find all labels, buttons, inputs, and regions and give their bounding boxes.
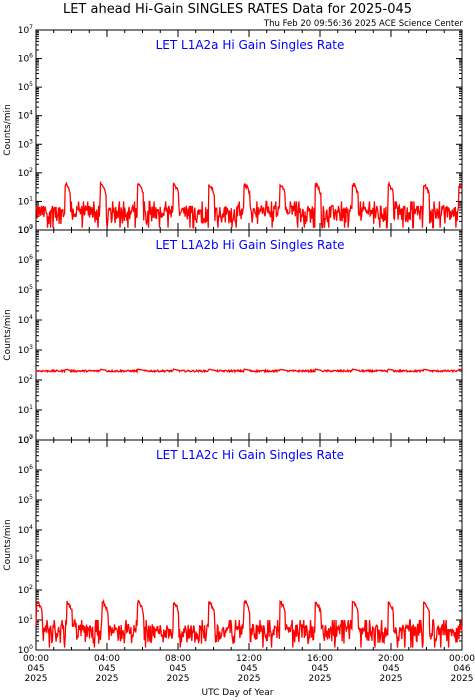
y-tick-label: 101: [18, 614, 33, 626]
x-tick-label: 12:00: [236, 654, 262, 664]
y-tick-label: 105: [18, 494, 33, 506]
x-tick-label: 045: [98, 664, 115, 674]
y-tick-label: 107: [18, 434, 33, 446]
x-tick-label: 2025: [380, 674, 403, 684]
x-tick-label: 2025: [309, 674, 332, 684]
x-tick-label: 045: [27, 664, 44, 674]
data-series-line: [35, 180, 463, 229]
timestamp: Thu Feb 20 09:56:36 2025 ACE Science Cen…: [263, 19, 463, 29]
x-tick-label: 2025: [238, 674, 261, 684]
y-tick-label: 107: [18, 24, 33, 36]
y-tick-label: 102: [18, 584, 33, 596]
panel-title: LET L1A2b Hi Gain Singles Rate: [155, 238, 344, 252]
y-tick-label: 103: [18, 344, 33, 356]
x-tick-label: 16:00: [307, 654, 333, 664]
y-tick-label: 106: [18, 464, 33, 476]
panel-title: LET L1A2a Hi Gain Singles Rate: [156, 38, 345, 52]
x-tick-label: 2025: [451, 674, 474, 684]
y-tick-label: 103: [18, 138, 33, 150]
y-tick-label: 101: [18, 195, 33, 207]
y-tick-label: 106: [18, 254, 33, 266]
x-tick-label: 046: [453, 664, 470, 674]
x-tick-label: 045: [382, 664, 399, 674]
y-axis-label: Counts/min: [3, 104, 13, 155]
y-tick-label: 104: [18, 524, 33, 536]
x-tick-label: 00:00: [23, 654, 49, 664]
x-tick-label: 20:00: [378, 654, 404, 664]
y-tick-label: 107: [18, 224, 33, 236]
y-tick-label: 104: [18, 110, 33, 122]
x-tick-label: 04:00: [94, 654, 120, 664]
y-tick-label: 101: [18, 404, 33, 416]
y-tick-label: 102: [18, 374, 33, 386]
y-tick-label: 103: [18, 554, 33, 566]
x-tick-label: 045: [311, 664, 328, 674]
x-tick-label: 045: [169, 664, 186, 674]
panel-title: LET L1A2c Hi Gain Singles Rate: [156, 448, 344, 462]
x-tick-label: 2025: [25, 674, 48, 684]
page-title: LET ahead Hi-Gain SINGLES RATES Data for…: [62, 2, 413, 17]
y-tick-label: 106: [18, 53, 33, 65]
x-tick-label: 045: [240, 664, 257, 674]
data-series-line: [35, 598, 463, 648]
panel-frame: [35, 229, 463, 441]
y-tick-label: 105: [18, 81, 33, 93]
x-axis-label: UTC Day of Year: [201, 688, 274, 698]
y-tick-label: 104: [18, 314, 33, 326]
data-series-line: [35, 368, 463, 374]
panel-frame: [35, 439, 463, 651]
x-tick-label: 2025: [96, 674, 119, 684]
x-tick-label: 00:00: [449, 654, 475, 664]
x-tick-label: 08:00: [165, 654, 191, 664]
x-tick-label: 2025: [167, 674, 190, 684]
y-axis-label: Counts/min: [3, 519, 13, 570]
y-tick-label: 105: [18, 284, 33, 296]
y-axis-label: Counts/min: [3, 309, 13, 360]
y-tick-label: 102: [18, 167, 33, 179]
